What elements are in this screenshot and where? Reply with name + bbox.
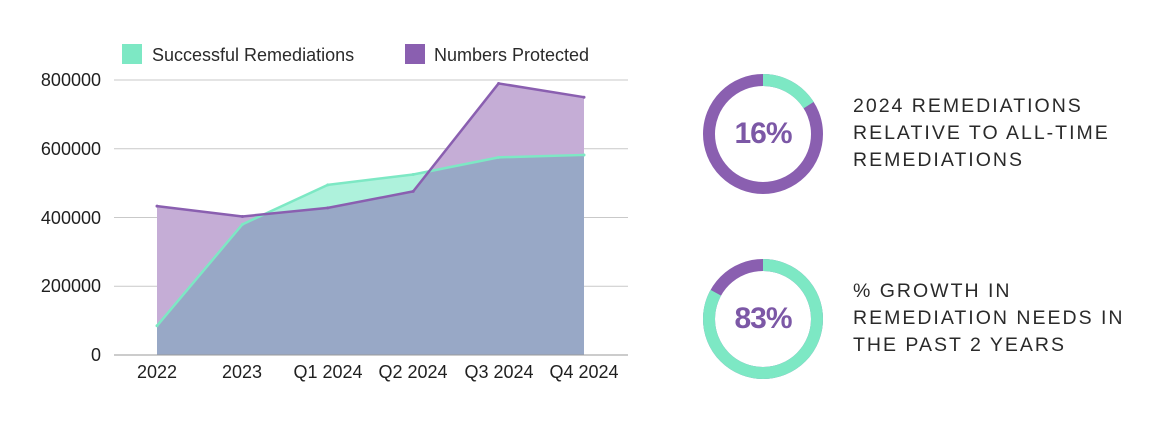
- point-numbers-protected: [326, 206, 330, 210]
- area-overlap: [157, 154, 584, 355]
- chart-legend: Successful Remediations Numbers Protecte…: [122, 44, 589, 65]
- stat-percentage: 16%: [734, 117, 792, 150]
- legend-swatch-protected: [405, 44, 425, 64]
- point-numbers-protected: [582, 95, 586, 99]
- y-tick-label: 0: [91, 345, 101, 365]
- x-tick-label: Q3 2024: [464, 362, 533, 382]
- point-successful-remediations: [411, 173, 415, 177]
- line-numbers-protected: [156, 82, 585, 218]
- point-numbers-protected: [240, 214, 244, 218]
- area-chart: Successful Remediations Numbers Protecte…: [41, 44, 628, 382]
- x-tick-label: 2022: [137, 362, 177, 382]
- legend-label-protected: Numbers Protected: [434, 45, 589, 65]
- y-axis-ticks: 0 200000 400000 600000 800000: [41, 70, 101, 365]
- legend-swatch-successful: [122, 44, 142, 64]
- chart-areas: [155, 81, 586, 355]
- x-tick-label: Q4 2024: [549, 362, 618, 382]
- point-numbers-protected: [155, 204, 159, 208]
- stat-card-growth: 83% % GROWTH IN REMEDIATION NEEDS IN THE…: [700, 256, 1160, 386]
- point-numbers-protected: [497, 81, 501, 85]
- stat-card-remediations: 16% 2024 REMEDIATIONS RELATIVE TO ALL-TI…: [700, 71, 1160, 201]
- stat-percentage: 83%: [734, 302, 792, 335]
- point-numbers-protected: [411, 189, 415, 193]
- y-tick-label: 600000: [41, 139, 101, 159]
- point-successful-remediations: [240, 222, 244, 226]
- donut-chart: [703, 74, 823, 194]
- point-successful-remediations: [326, 183, 330, 187]
- donut-highlight-arc: [703, 74, 823, 194]
- point-successful-remediations: [497, 155, 501, 159]
- x-tick-label: Q2 2024: [378, 362, 447, 382]
- y-tick-label: 200000: [41, 276, 101, 296]
- donut-highlight-arc: [703, 259, 823, 379]
- line-successful-remediations: [156, 153, 585, 327]
- x-tick-label: 2023: [222, 362, 262, 382]
- stat-description: % GROWTH IN REMEDIATION NEEDS IN THE PAS…: [853, 280, 1125, 356]
- stat-description: 2024 REMEDIATIONS RELATIVE TO ALL-TIME R…: [853, 95, 1110, 171]
- point-successful-remediations: [582, 153, 586, 157]
- y-tick-label: 400000: [41, 208, 101, 228]
- y-tick-label: 800000: [41, 70, 101, 90]
- x-axis-ticks: 2022 2023 Q1 2024 Q2 2024 Q3 2024 Q4 202…: [137, 362, 619, 382]
- legend-label-successful: Successful Remediations: [152, 45, 354, 65]
- donut-chart: [703, 259, 823, 379]
- x-tick-label: Q1 2024: [293, 362, 362, 382]
- point-successful-remediations: [155, 324, 159, 328]
